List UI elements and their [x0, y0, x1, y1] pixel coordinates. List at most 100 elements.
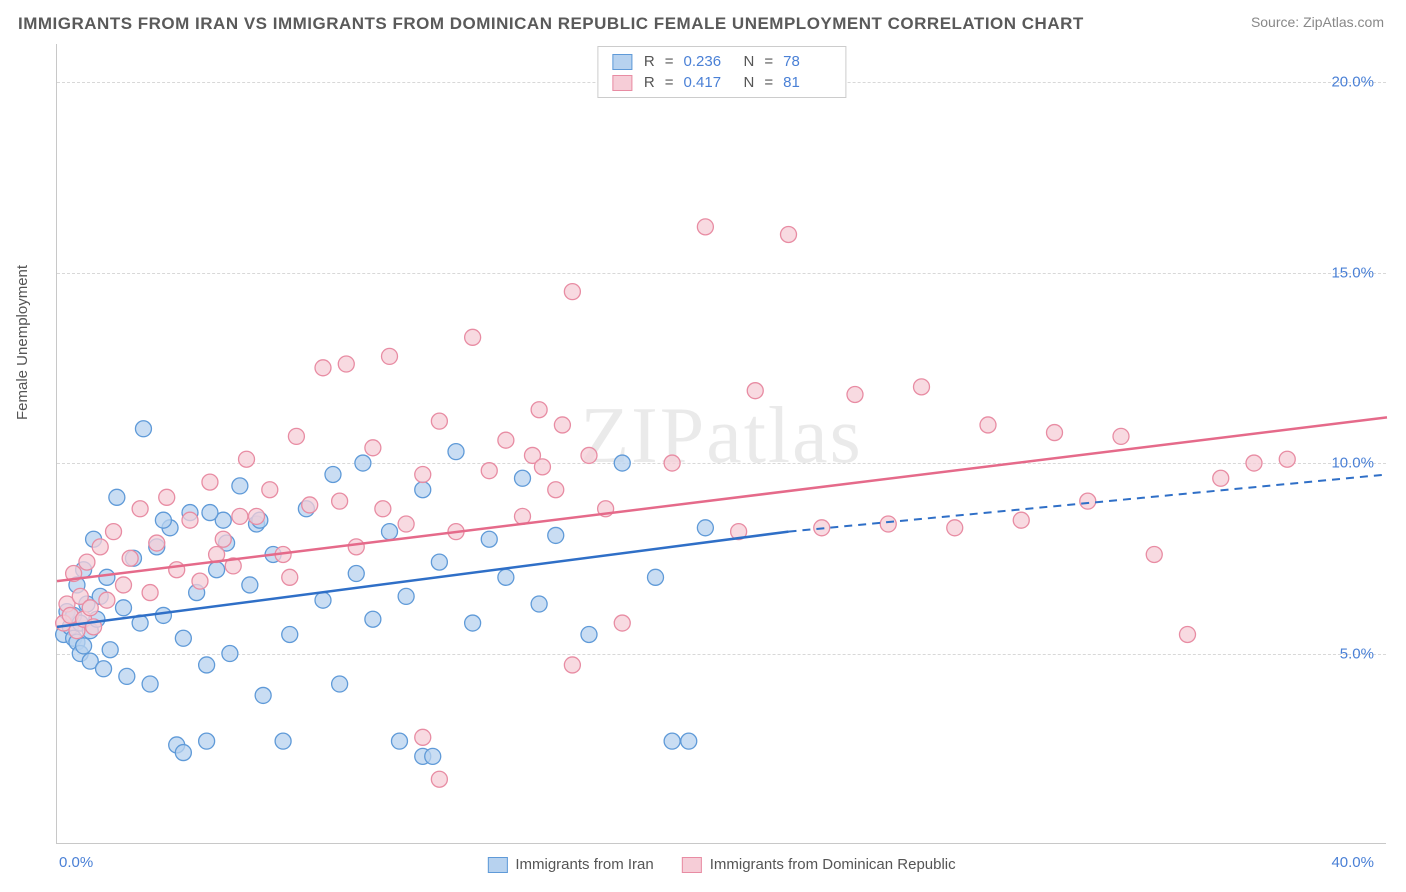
legend-row-dr: R=0.417 N=81 — [598, 72, 845, 93]
data-point — [142, 676, 158, 692]
data-point — [415, 482, 431, 498]
data-point — [531, 596, 547, 612]
data-point — [1146, 546, 1162, 562]
r-value-iran: 0.236 — [684, 53, 732, 70]
data-point — [391, 733, 407, 749]
data-point — [648, 569, 664, 585]
data-point — [681, 733, 697, 749]
data-point — [564, 657, 580, 673]
data-point — [415, 466, 431, 482]
data-point — [914, 379, 930, 395]
data-point — [96, 661, 112, 677]
data-point — [375, 501, 391, 517]
data-point — [614, 455, 630, 471]
data-point — [232, 478, 248, 494]
legend-swatch-dr — [612, 75, 632, 91]
data-point — [332, 493, 348, 509]
legend-swatch-dr-b — [682, 857, 702, 873]
data-point — [481, 463, 497, 479]
data-point — [275, 733, 291, 749]
data-point — [781, 226, 797, 242]
data-point — [1013, 512, 1029, 528]
data-point — [155, 512, 171, 528]
data-point — [255, 687, 271, 703]
data-point — [348, 566, 364, 582]
data-point — [109, 489, 125, 505]
data-point — [465, 615, 481, 631]
data-point — [415, 729, 431, 745]
data-point — [1113, 428, 1129, 444]
data-point — [132, 501, 148, 517]
data-point — [365, 440, 381, 456]
data-point — [498, 569, 514, 585]
data-point — [431, 413, 447, 429]
data-point — [332, 676, 348, 692]
data-point — [664, 733, 680, 749]
x-tick-max: 40.0% — [1331, 854, 1374, 871]
data-point — [365, 611, 381, 627]
data-point — [99, 569, 115, 585]
data-point — [249, 508, 265, 524]
data-point — [1279, 451, 1295, 467]
data-point — [82, 600, 98, 616]
data-point — [481, 531, 497, 547]
data-point — [398, 516, 414, 532]
data-point — [355, 455, 371, 471]
n-value-dr: 81 — [783, 74, 831, 91]
source-label: Source: ZipAtlas.com — [1251, 14, 1384, 30]
data-point — [382, 524, 398, 540]
data-point — [192, 573, 208, 589]
legend-correlation: R=0.236 N=78 R=0.417 N=81 — [597, 46, 846, 98]
data-point — [149, 535, 165, 551]
n-value-iran: 78 — [783, 53, 831, 70]
data-point — [215, 531, 231, 547]
data-point — [282, 569, 298, 585]
data-point — [531, 402, 547, 418]
data-point — [239, 451, 255, 467]
legend-swatch-iran-b — [487, 857, 507, 873]
data-point — [222, 646, 238, 662]
data-point — [209, 562, 225, 578]
data-point — [465, 329, 481, 345]
data-point — [697, 219, 713, 235]
data-point — [431, 771, 447, 787]
data-point — [554, 417, 570, 433]
data-point — [425, 748, 441, 764]
trend-line-extrapolated — [789, 474, 1388, 531]
data-point — [847, 386, 863, 402]
data-point — [325, 466, 341, 482]
data-point — [697, 520, 713, 536]
chart-title: IMMIGRANTS FROM IRAN VS IMMIGRANTS FROM … — [18, 14, 1084, 34]
data-point — [76, 638, 92, 654]
data-point — [534, 459, 550, 475]
legend-series: Immigrants from Iran Immigrants from Dom… — [487, 856, 955, 873]
data-point — [664, 455, 680, 471]
data-point — [448, 444, 464, 460]
data-point — [315, 592, 331, 608]
data-point — [1246, 455, 1262, 471]
data-point — [79, 554, 95, 570]
data-point — [242, 577, 258, 593]
data-point — [202, 474, 218, 490]
data-point — [119, 668, 135, 684]
data-point — [262, 482, 278, 498]
data-point — [169, 562, 185, 578]
r-value-dr: 0.417 — [684, 74, 732, 91]
data-point — [548, 482, 564, 498]
data-point — [1080, 493, 1096, 509]
data-point — [515, 470, 531, 486]
data-point — [202, 505, 218, 521]
data-point — [116, 577, 132, 593]
data-point — [1213, 470, 1229, 486]
data-point — [175, 745, 191, 761]
data-point — [199, 733, 215, 749]
data-point — [175, 630, 191, 646]
data-point — [315, 360, 331, 376]
legend-swatch-iran — [612, 54, 632, 70]
data-point — [106, 524, 122, 540]
data-point — [498, 432, 514, 448]
data-point — [980, 417, 996, 433]
data-point — [92, 539, 108, 555]
legend-label-iran: Immigrants from Iran — [515, 856, 653, 873]
data-point — [338, 356, 354, 372]
